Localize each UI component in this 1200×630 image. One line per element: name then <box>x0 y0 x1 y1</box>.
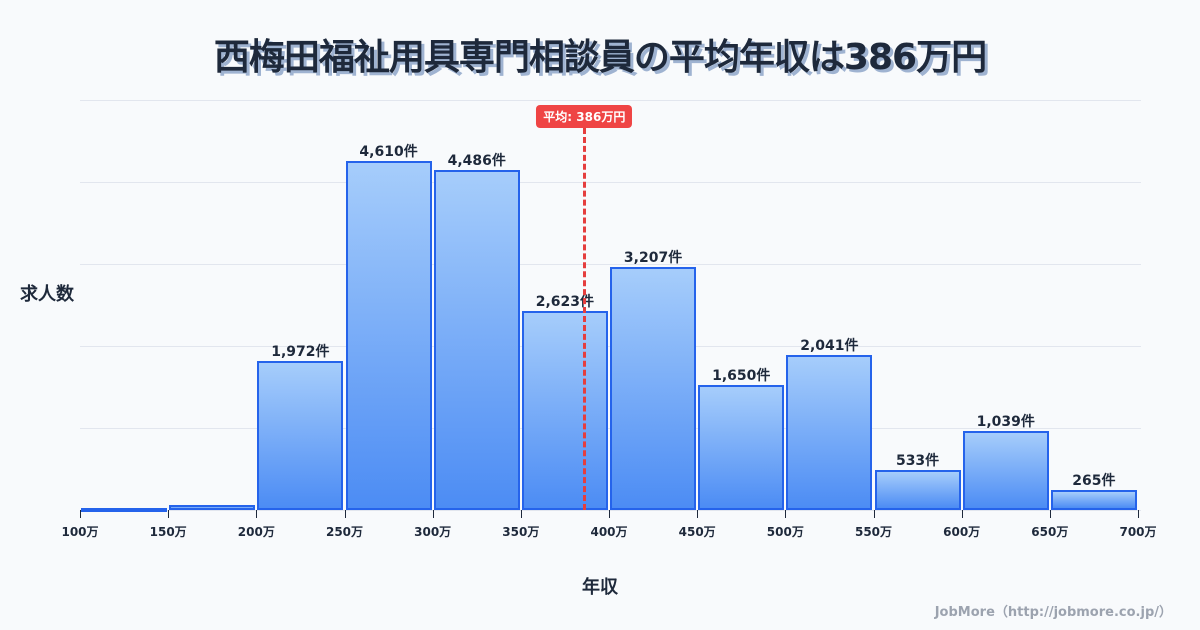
x-tick <box>1049 510 1051 518</box>
histogram-bar <box>257 360 344 510</box>
histogram-bar <box>786 355 873 510</box>
bar-value-label: 4,486件 <box>447 153 506 170</box>
histogram-bar <box>874 469 961 510</box>
histogram-bar <box>1050 489 1137 510</box>
x-tick <box>873 510 875 518</box>
x-tick <box>520 510 522 518</box>
x-tick <box>168 510 170 518</box>
histogram-bar <box>610 267 697 510</box>
x-tick-label: 350万 <box>502 525 540 539</box>
histogram-bar <box>433 170 520 510</box>
bar-value-label: 1,972件 <box>271 343 330 360</box>
x-tick <box>80 510 81 518</box>
x-tick-label: 500万 <box>766 525 804 539</box>
x-tick <box>344 510 346 518</box>
x-tick <box>961 510 963 518</box>
x-tick-label: 400万 <box>590 525 628 539</box>
x-tick-label: 300万 <box>414 525 452 539</box>
gridline <box>80 182 1141 183</box>
gridline <box>80 510 1141 511</box>
mean-badge: 平均: 386万円 <box>536 105 633 128</box>
bar-value-label: 2,623件 <box>535 294 595 311</box>
x-tick-label: 700万 <box>1119 525 1157 539</box>
bar-value-label: 2,041件 <box>800 338 859 355</box>
x-tick-label: 100万 <box>61 525 99 539</box>
x-tick <box>1138 510 1139 518</box>
histogram-bar <box>345 161 432 510</box>
x-axis-label: 年収 <box>582 577 618 598</box>
x-tick-label: 650万 <box>1031 525 1069 539</box>
x-tick <box>256 510 258 518</box>
bar-value-label: 533件 <box>895 452 940 469</box>
histogram-bar <box>962 431 1049 510</box>
mean-line <box>582 128 586 510</box>
x-tick-label: 550万 <box>854 525 893 539</box>
bar-value-label: 4,610件 <box>359 144 418 160</box>
x-tick <box>785 510 787 518</box>
histogram-bar <box>169 505 256 510</box>
x-tick-label: 150万 <box>149 525 187 539</box>
x-tick-label: 250万 <box>325 525 364 539</box>
y-axis-label: 求人数 <box>20 284 74 305</box>
x-tick-label: 200万 <box>237 525 275 539</box>
bar-value-label: 265件 <box>1072 472 1116 489</box>
x-tick <box>432 510 434 518</box>
x-tick <box>697 510 699 518</box>
histogram-bar <box>81 508 168 512</box>
gridline <box>80 100 1141 101</box>
x-tick-label: 600万 <box>943 525 981 539</box>
histogram-bar <box>698 385 785 510</box>
chart-title: 西梅田福祉用具専門相談員の平均年収は386万円 <box>213 37 987 78</box>
x-tick-label: 450万 <box>678 525 716 539</box>
x-tick <box>609 510 610 518</box>
bar-value-label: 3,207件 <box>623 250 683 267</box>
source-credit: JobMore（http://jobmore.co.jp/） <box>934 605 1172 620</box>
bar-value-label: 1,650件 <box>712 368 771 385</box>
gridline <box>80 264 1141 265</box>
histogram-bar <box>521 311 608 510</box>
bar-value-label: 1,039件 <box>976 414 1035 431</box>
